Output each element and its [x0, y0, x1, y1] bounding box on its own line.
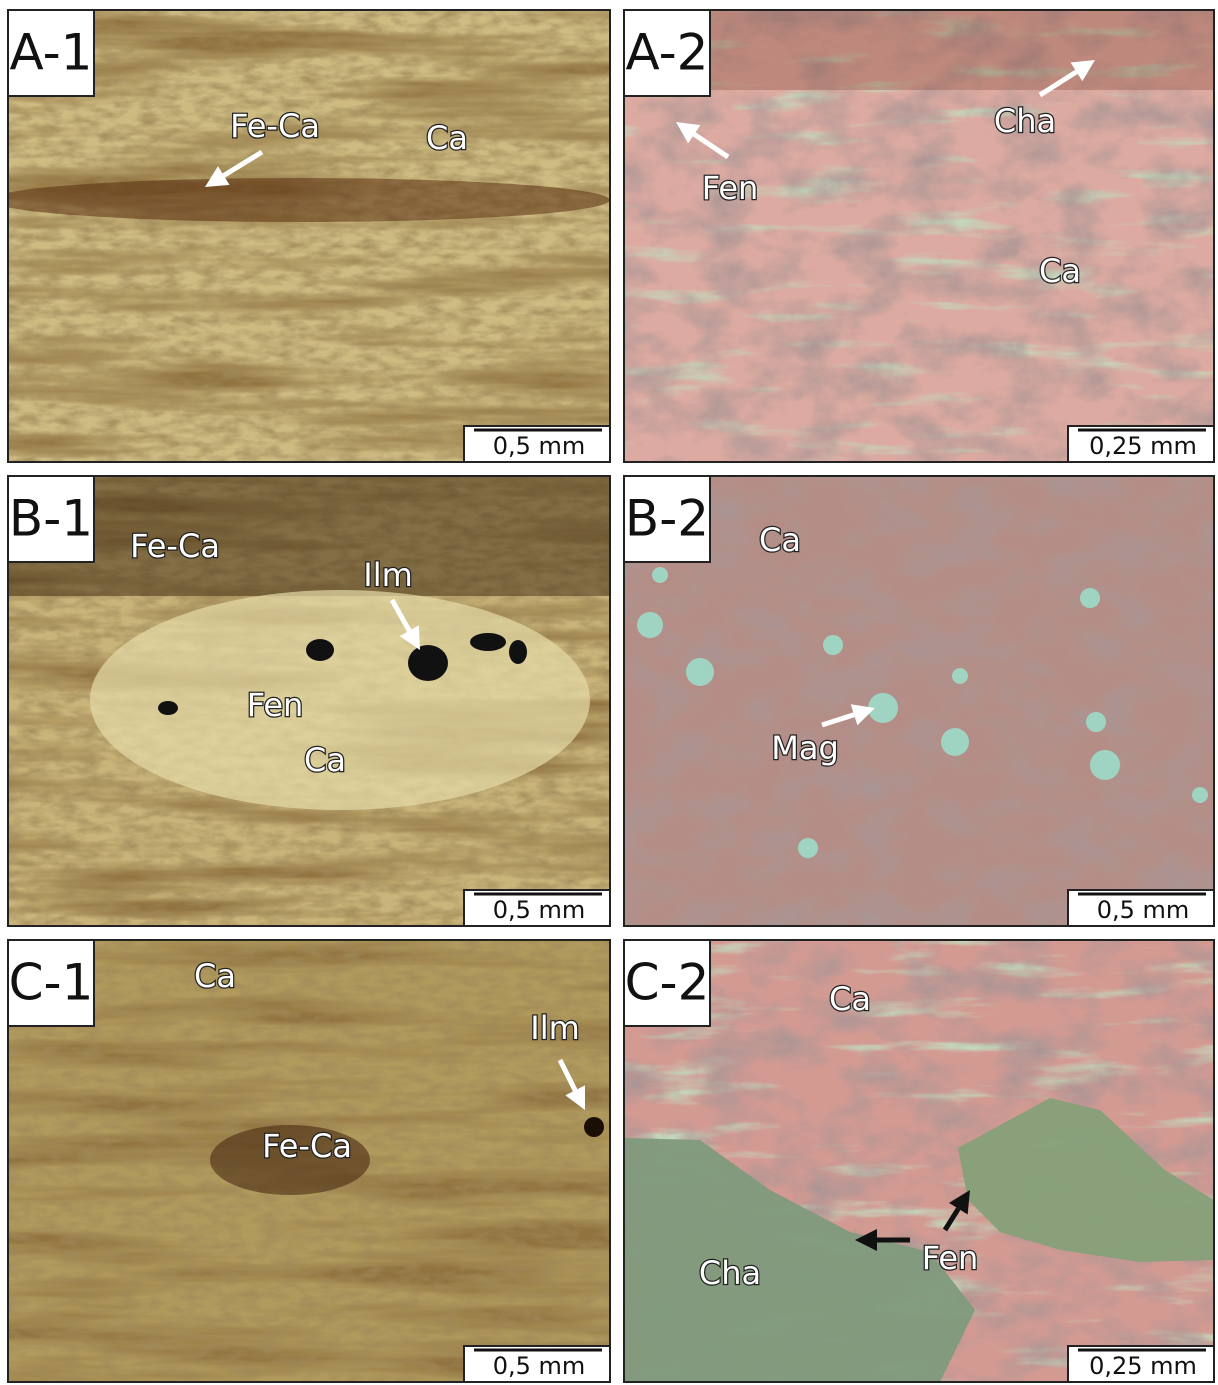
- opaque-grain: [470, 633, 506, 651]
- mineral-grain: [798, 838, 818, 858]
- micrograph: [624, 476, 1214, 926]
- micrograph: [8, 476, 610, 926]
- annotation: Fe-Ca: [130, 527, 220, 565]
- mineral-grain: [1086, 712, 1106, 732]
- scale-bar-label: 0,5 mm: [493, 1352, 586, 1380]
- mineral-grain: [941, 728, 969, 756]
- scale-bar-label: 0,5 mm: [493, 432, 586, 460]
- annotation: Fe-Ca: [262, 1127, 352, 1165]
- panel-label: B-2: [625, 490, 709, 548]
- panel-label: A-2: [626, 24, 709, 82]
- annotation: Ilm: [530, 1009, 580, 1047]
- micrograph-panel: C-1 Ca Ilm Fe-Ca 0,5 mm: [8, 940, 610, 1382]
- annotation: Ca: [829, 980, 871, 1018]
- annotation: Cha: [699, 1254, 761, 1292]
- scale-bar-label: 0,5 mm: [493, 896, 586, 924]
- opaque-grain: [408, 645, 448, 681]
- annotation: Fen: [702, 169, 759, 207]
- micrograph-panel: B-2 Ca Mag 0,5 mm: [624, 476, 1214, 926]
- opaque-grain: [509, 640, 527, 664]
- micrograph: [624, 940, 1214, 1382]
- opaque-grain: [306, 639, 334, 661]
- annotation: Cha: [994, 102, 1056, 140]
- scale-bar-label: 0,25 mm: [1089, 432, 1197, 460]
- texture: [8, 10, 610, 462]
- mineral-grain: [823, 635, 843, 655]
- annotation: Ilm: [363, 556, 413, 594]
- panel-label: C-2: [625, 954, 710, 1012]
- dark-band: [0, 178, 610, 222]
- panel-label: A-1: [10, 24, 93, 82]
- micrograph-panel: A-1 Fe-Ca Ca 0,5 mm: [0, 10, 610, 462]
- micrograph-panel: C-2 Ca Cha Fen 0,25 mm: [624, 940, 1214, 1382]
- annotation: Ca: [1039, 252, 1081, 290]
- scale-bar-label: 0,25 mm: [1089, 1352, 1197, 1380]
- annotation: Fen: [247, 686, 304, 724]
- dark-top: [624, 10, 1214, 90]
- panel-label: C-1: [9, 954, 94, 1012]
- mineral-grain: [952, 668, 968, 684]
- scale-bar-label: 0,5 mm: [1097, 896, 1190, 924]
- annotation: Ca: [759, 521, 801, 559]
- dark-top: [8, 476, 610, 596]
- texture: [624, 476, 1214, 926]
- figure: A-1Fe-CaCa0,5 mmA-2ChaFenCa0,25 mmB-1Fe-…: [0, 0, 1218, 1385]
- annotation: Fe-Ca: [230, 107, 320, 145]
- annotation: Ca: [304, 741, 346, 779]
- mineral-grain: [686, 658, 714, 686]
- opaque-grain: [584, 1117, 604, 1137]
- mineral-grain: [652, 567, 668, 583]
- mineral-grain: [1192, 787, 1208, 803]
- micrograph: [624, 10, 1214, 462]
- annotation: Mag: [771, 729, 839, 767]
- mineral-grain: [637, 612, 663, 638]
- micrograph-panel: A-2 Cha Fen Ca 0,25 mm: [624, 10, 1214, 462]
- annotation: Ca: [426, 119, 468, 157]
- mineral-grain: [1090, 750, 1120, 780]
- annotation: Ca: [194, 957, 236, 995]
- opaque-grain: [158, 701, 178, 715]
- annotation: Fen: [922, 1239, 979, 1277]
- mineral-grain: [1080, 588, 1100, 608]
- panel-label: B-1: [9, 490, 93, 548]
